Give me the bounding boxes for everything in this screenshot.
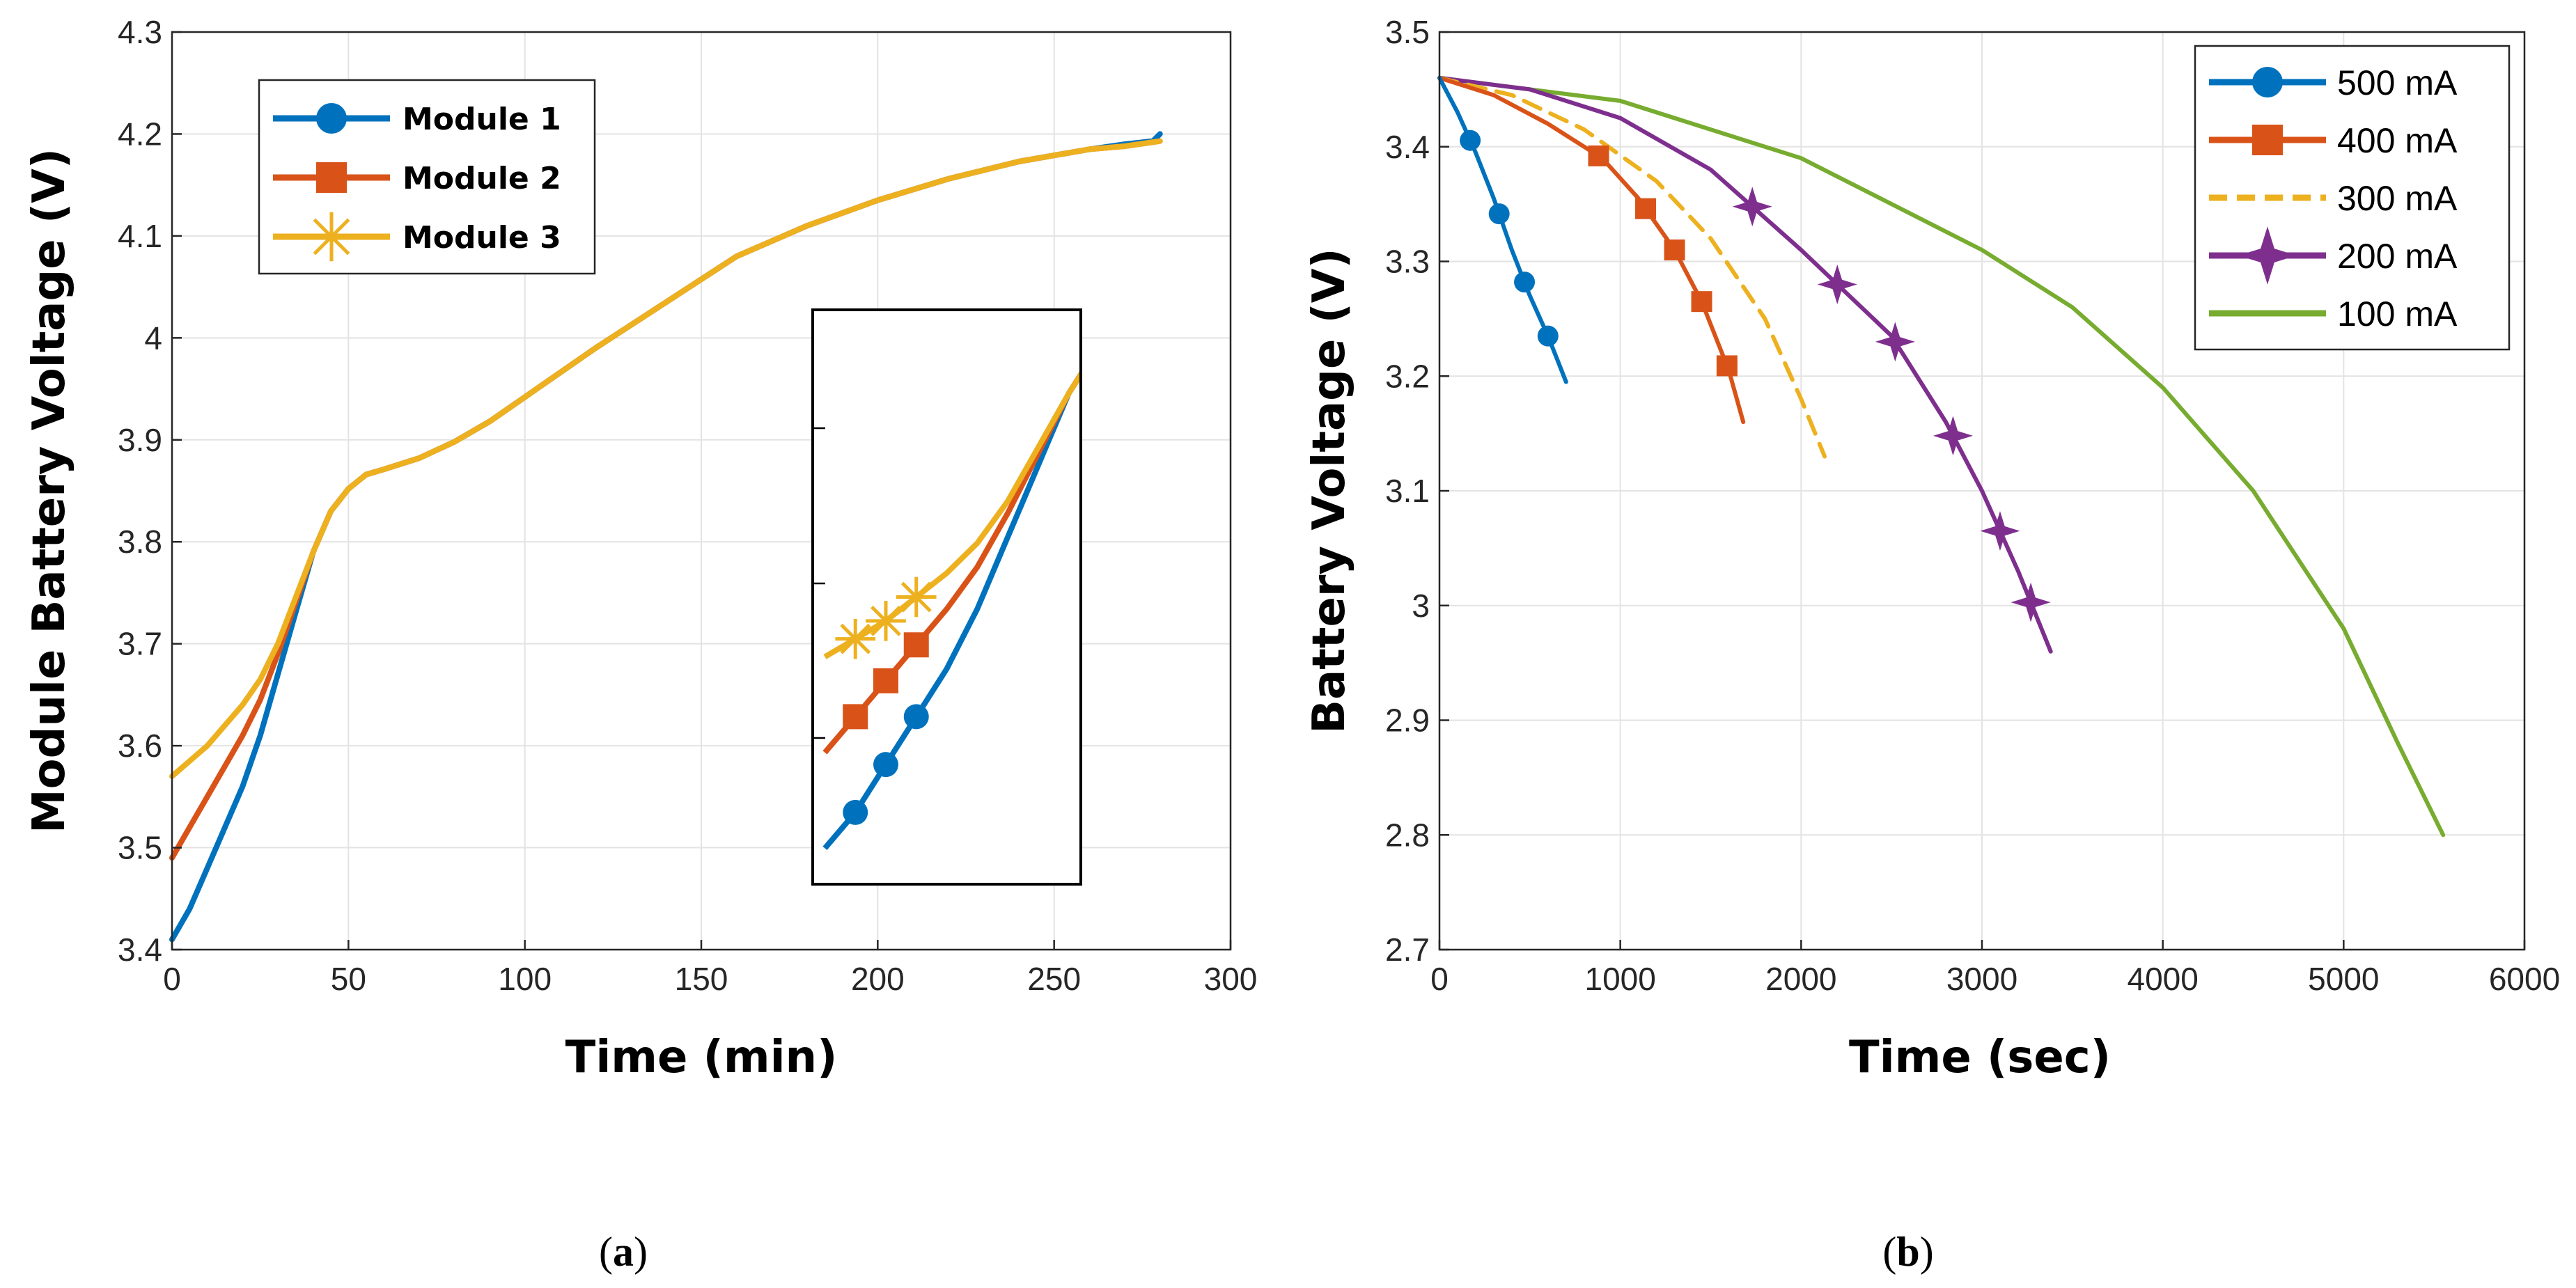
y-tick-label: 3.4 (1385, 129, 1430, 165)
legend-label: 200 mA (2337, 237, 2458, 276)
y-tick-label: 3.4 (118, 932, 162, 968)
chart-panel-b: 0 1000 2000 3000 4000 5000 6000 2.7 2.8 2.9 3 3.1 3.… (1304, 14, 2560, 1083)
y-tick-label: 4 (144, 320, 162, 356)
data-marker (1514, 272, 1536, 293)
x-axis-label-a: Time (min) (565, 1032, 838, 1083)
inset-marker (835, 618, 876, 659)
inset-marker (896, 576, 937, 618)
x-tick-label: 250 (1027, 961, 1081, 997)
caption-b: (b) (1882, 1229, 1933, 1275)
data-marker (1664, 239, 1685, 261)
legend-marker (2238, 226, 2297, 285)
caption-a: (a) (599, 1229, 648, 1275)
series-group-b (1437, 75, 2446, 838)
inset-zoom-a (811, 308, 1082, 886)
inset-marker (873, 752, 898, 778)
data-marker (1933, 416, 1973, 456)
y-tick-label: 3 (1412, 588, 1430, 624)
y-tick-label: 3.5 (1385, 14, 1430, 50)
series-line-300-ma (1437, 75, 1827, 459)
x-tick-label: 2000 (1765, 961, 1836, 997)
data-marker (1588, 145, 1609, 166)
x-tick-label: 300 (1204, 961, 1258, 997)
x-tick-label: 150 (675, 961, 728, 997)
data-marker (1635, 198, 1657, 219)
data-marker (2011, 582, 2051, 622)
inset-marker (843, 799, 868, 825)
inset-marker (903, 632, 929, 658)
legend-a: Module 1 Module 2 Module 3 (258, 79, 596, 275)
data-marker (1716, 355, 1738, 377)
legend-label: Module 1 (403, 102, 561, 137)
legend-label: 500 mA (2337, 63, 2458, 102)
inset-line-module-3 (823, 369, 1081, 659)
inset-marker (843, 704, 868, 730)
data-marker (1691, 291, 1712, 313)
legend-label: Module 3 (403, 220, 561, 256)
legend-marker (2252, 125, 2283, 155)
legend-marker (2252, 67, 2283, 97)
data-marker (1817, 264, 1857, 304)
y-tick-label: 3.9 (118, 422, 162, 458)
inset-border (811, 308, 1082, 886)
data-marker (1980, 511, 2020, 551)
y-axis-label-a: Module Battery Voltage (V) (24, 148, 75, 833)
series-line-100-ma (1437, 75, 2446, 838)
legend-label: 300 mA (2337, 179, 2458, 218)
y-tick-label: 4.1 (118, 218, 162, 254)
legend-label: 400 mA (2337, 121, 2458, 160)
data-marker (1488, 203, 1510, 225)
y-tick-label: 2.7 (1385, 932, 1430, 968)
x-tick-label: 200 (851, 961, 905, 997)
y-tick-label: 3.7 (118, 626, 162, 662)
inset-series-group (822, 369, 1081, 850)
y-tick-label: 3.5 (118, 830, 162, 866)
x-tick-label: 1000 (1584, 961, 1655, 997)
y-tick-label: 4.2 (118, 116, 162, 152)
legend-marker (316, 162, 347, 193)
x-tick-label: 4000 (2127, 961, 2198, 997)
legend-label: 100 mA (2337, 294, 2458, 333)
inset-background (813, 310, 1081, 884)
data-marker (1875, 322, 1915, 362)
ticks-a: 0 50 100 150 200 250 300 3.4 3.5 3.6 3.7 3.8 3.9 4 4.1… (118, 14, 1257, 997)
y-tick-label: 3.2 (1385, 358, 1430, 394)
series-group-a (169, 131, 1163, 943)
data-marker (1460, 129, 1481, 151)
x-tick-label: 0 (163, 961, 181, 997)
y-tick-label: 2.9 (1385, 702, 1430, 739)
x-tick-label: 6000 (2489, 961, 2560, 997)
legend-marker (316, 103, 347, 134)
inset-marker (866, 601, 906, 641)
ticks-b: 0 1000 2000 3000 4000 5000 6000 2.7 2.8 2.9 3 3.1 3.… (1385, 14, 2560, 997)
legend-label: Module 2 (403, 161, 561, 196)
y-tick-label: 3.6 (118, 728, 162, 764)
x-tick-label: 3000 (1946, 961, 2017, 997)
x-tick-label: 0 (1430, 961, 1449, 997)
data-marker (1537, 325, 1559, 347)
x-tick-label: 50 (331, 961, 366, 997)
y-tick-label: 2.8 (1385, 817, 1430, 853)
legend-b: 500 mA 400 mA 300 mA 200 mA 100 mA (2194, 45, 2511, 351)
y-tick-label: 3.8 (118, 524, 162, 560)
legend-marker (306, 212, 357, 262)
chart-panel-a: 0 50 100 150 200 250 300 3.4 3.5 3.6 3.7 3.8 3.9 4 4.1… (24, 14, 1257, 1083)
x-axis-label-b: Time (sec) (1849, 1032, 2111, 1083)
data-marker (1732, 187, 1772, 227)
y-axis-label-b: Battery Voltage (V) (1304, 248, 1355, 733)
x-tick-label: 100 (498, 961, 552, 997)
inset-marker (903, 704, 929, 730)
x-tick-label: 5000 (2308, 961, 2379, 997)
series-line-module-3 (169, 138, 1163, 779)
y-tick-label: 3.3 (1385, 244, 1430, 280)
y-tick-label: 3.1 (1385, 473, 1430, 509)
inset-marker (873, 668, 898, 693)
y-tick-label: 4.3 (118, 14, 162, 50)
